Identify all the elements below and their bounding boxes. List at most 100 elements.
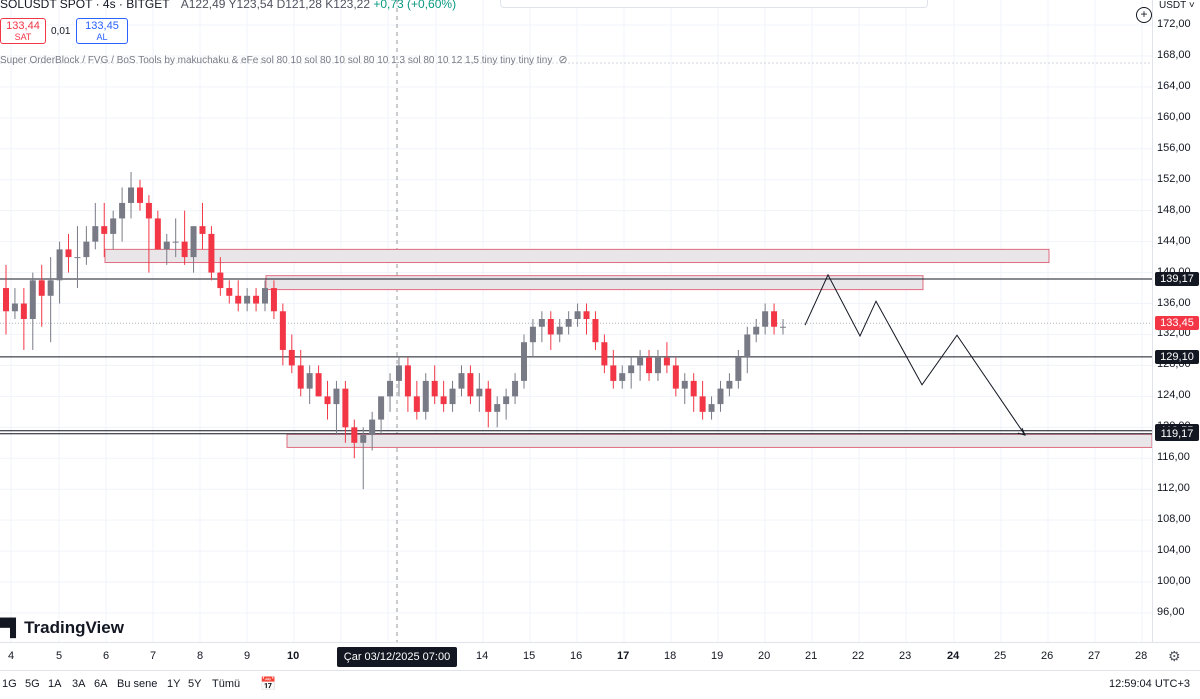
- candle-body: [583, 311, 590, 319]
- price-tick-label: 136,00: [1157, 296, 1191, 309]
- range-button[interactable]: Bu sene: [117, 678, 158, 690]
- price-tick-label: 148,00: [1157, 203, 1191, 216]
- candle-body: [217, 272, 224, 289]
- sell-price: 133,44: [6, 20, 40, 32]
- candle-body: [780, 326, 786, 328]
- candle-body: [449, 388, 456, 405]
- price-axis[interactable]: USDT ˅ 172,00 168,00 164,00 160,00 156,00 152…: [1152, 0, 1200, 642]
- candle-body: [708, 404, 715, 412]
- candle-body: [431, 380, 438, 397]
- candle-body: [315, 373, 322, 397]
- time-tick-label: 24: [947, 650, 960, 662]
- time-tick-label: 10: [287, 650, 300, 662]
- price-badge: 119,17: [1155, 426, 1199, 441]
- time-tick-label: 4: [8, 650, 15, 662]
- time-tick-label: 5: [56, 650, 63, 662]
- symbol-name[interactable]: SOLUSDT SPOT · 4s · BITGET: [0, 0, 170, 11]
- tradingview-logo: ▀▌ TradingView: [0, 618, 124, 637]
- indicator-legend[interactable]: Super OrderBlock / FVG / BoS Tools by ma…: [0, 53, 568, 66]
- price-tick-label: 164,00: [1157, 79, 1191, 92]
- order-block-zone: [286, 433, 1152, 448]
- range-button[interactable]: 5G: [25, 678, 40, 690]
- time-axis[interactable]: 2827262524232221201918171615141312111098…: [0, 642, 1200, 670]
- projection-arrowhead: [1017, 427, 1026, 436]
- buy-button[interactable]: 133,45 AL: [76, 18, 128, 44]
- clock[interactable]: 12:59:04 UTC+3: [1108, 678, 1190, 690]
- range-button[interactable]: 3A: [72, 678, 86, 690]
- candle-body: [503, 396, 510, 405]
- candle-body: [538, 319, 545, 327]
- price-tick-label: 100,00: [1157, 575, 1191, 588]
- price-tick-label: 108,00: [1157, 513, 1191, 526]
- time-tick-label: 7: [150, 650, 157, 662]
- candle-body: [672, 365, 679, 389]
- crosshair-date-label: Çar 03/12/2025 07:00: [337, 647, 457, 667]
- price-tick-label: 96,00: [1157, 606, 1185, 618]
- time-tick-label: 20: [758, 650, 771, 662]
- range-button[interactable]: Tümü: [212, 678, 241, 690]
- spread-value: 0,01: [51, 26, 71, 37]
- candle-body: [646, 357, 653, 374]
- candle-body: [297, 365, 304, 389]
- range-button[interactable]: 1G: [2, 678, 17, 690]
- price-tick-label: 124,00: [1157, 389, 1191, 402]
- range-button[interactable]: 6A: [94, 678, 108, 690]
- candle-body: [369, 419, 376, 436]
- candle-body: [38, 280, 45, 296]
- drawing-toolbar[interactable]: [500, 0, 928, 8]
- range-button[interactable]: 1Y: [167, 678, 181, 690]
- order-block-zone: [104, 248, 1050, 264]
- time-tick-label: 8: [197, 650, 204, 662]
- ohlc-values: A122,49 Y123,54 D121,28 K123,22 +0,73 (+…: [181, 0, 456, 11]
- price-badge: 129,10: [1155, 349, 1199, 364]
- buy-label: AL: [96, 32, 108, 42]
- candle-body: [101, 226, 108, 234]
- candle-body: [699, 396, 706, 412]
- candle-body: [637, 357, 644, 366]
- buy-price: 133,45: [85, 20, 119, 32]
- candle-body: [65, 249, 72, 258]
- candle-body: [20, 303, 27, 319]
- time-tick-label: 14: [476, 650, 489, 662]
- change-value: +0,73 (+0,60%): [373, 0, 457, 11]
- candle-body: [351, 427, 358, 443]
- candle-body: [565, 319, 572, 327]
- sell-button[interactable]: 133,44 SAT: [0, 18, 46, 44]
- candle-body: [512, 380, 519, 397]
- candle-body: [163, 241, 170, 250]
- time-tick-label: 6: [103, 650, 110, 662]
- candle-body: [556, 326, 563, 335]
- price-tick-label: 112,00: [1157, 482, 1190, 495]
- gear-icon[interactable]: ⚙: [1168, 648, 1181, 664]
- candle-body: [726, 380, 733, 389]
- candle-body: [333, 388, 340, 405]
- time-tick-label: 19: [711, 650, 724, 662]
- price-tick-label: 156,00: [1157, 141, 1191, 154]
- candle-body: [128, 187, 135, 203]
- candle-body: [136, 187, 143, 203]
- currency-selector[interactable]: USDT ˅: [1159, 0, 1195, 11]
- candle-body: [244, 295, 251, 304]
- candle-body: [324, 396, 331, 405]
- add-price-icon[interactable]: +: [1136, 7, 1152, 23]
- candle-body: [3, 288, 9, 312]
- candle-body: [592, 319, 599, 343]
- candle-body: [145, 202, 152, 219]
- time-tick-label: 22: [852, 650, 865, 662]
- price-chart[interactable]: [0, 0, 1152, 642]
- time-tick-label: 9: [244, 650, 251, 662]
- range-button[interactable]: 1A: [48, 678, 62, 690]
- candle-body: [529, 326, 536, 343]
- candle-body: [690, 380, 697, 397]
- calendar-range-icon[interactable]: 📅: [260, 676, 277, 691]
- symbol-header[interactable]: SOLUSDT SPOT · 4s · BITGET A122,49 Y123,…: [0, 0, 456, 11]
- candle-body: [681, 380, 688, 389]
- time-tick-label: 27: [1088, 650, 1101, 662]
- range-button[interactable]: 5Y: [188, 678, 202, 690]
- candle-body: [47, 280, 54, 296]
- candle-body: [744, 334, 751, 358]
- hidden-eye-icon[interactable]: ⊘: [558, 54, 568, 66]
- candle-body: [29, 280, 36, 319]
- candle-body: [11, 303, 18, 312]
- projection-path: [804, 273, 1026, 436]
